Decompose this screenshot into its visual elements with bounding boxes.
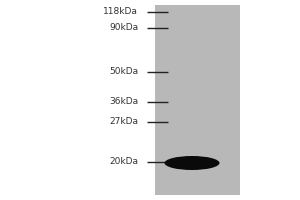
Text: 27kDa: 27kDa	[109, 117, 138, 127]
Bar	[155, 5, 240, 195]
Text: 20kDa: 20kDa	[109, 158, 138, 166]
Text: 36kDa: 36kDa	[109, 98, 138, 106]
Text: 118kDa: 118kDa	[103, 7, 138, 17]
Text: 90kDa: 90kDa	[109, 23, 138, 32]
Text: 50kDa: 50kDa	[109, 68, 138, 76]
Ellipse shape	[164, 156, 220, 170]
